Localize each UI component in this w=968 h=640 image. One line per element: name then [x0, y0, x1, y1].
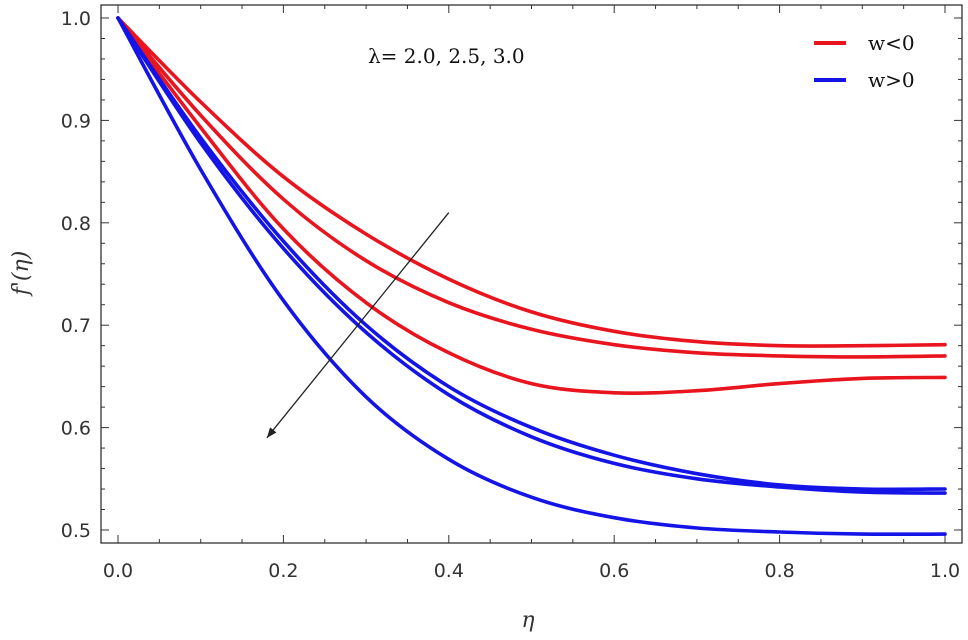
series-line-w-positive-6: [116, 16, 947, 537]
y-tick-label: 0.7: [61, 315, 91, 337]
plot-frame: [100, 4, 963, 544]
series-line-w-positive-5: [116, 16, 947, 495]
lambda-annotation: λ= 2.0, 2.5, 3.0: [368, 44, 525, 68]
y-tick-label: 0.8: [61, 213, 91, 235]
y-tick-label: 0.6: [61, 418, 91, 440]
y-axis-title: f'(η): [9, 251, 34, 298]
x-tick-label: 0.4: [434, 560, 464, 582]
series-line-w-negative-2: [116, 16, 947, 359]
series-line-w-positive-4: [116, 16, 947, 492]
x-tick-label: 0.2: [268, 560, 298, 582]
series-line-w-negative-1: [116, 16, 947, 348]
trend-arrow-line: [266, 212, 450, 439]
legend-label: w>0: [868, 68, 915, 92]
y-tick-label: 0.9: [61, 110, 91, 132]
trend-arrow-head: [266, 427, 277, 438]
legend: w<0 w>0: [814, 31, 915, 92]
x-tick-label: 0.0: [103, 560, 133, 582]
x-tick-label: 1.0: [930, 560, 960, 582]
x-axis-title: η: [521, 608, 534, 633]
legend-label: w<0: [868, 31, 915, 55]
x-tick-label: 0.8: [764, 560, 794, 582]
x-tick-label: 0.6: [599, 560, 629, 582]
series-line-w-negative-3: [116, 16, 947, 395]
y-tick-label: 0.5: [61, 520, 91, 542]
y-tick-label: 1.0: [61, 8, 91, 30]
